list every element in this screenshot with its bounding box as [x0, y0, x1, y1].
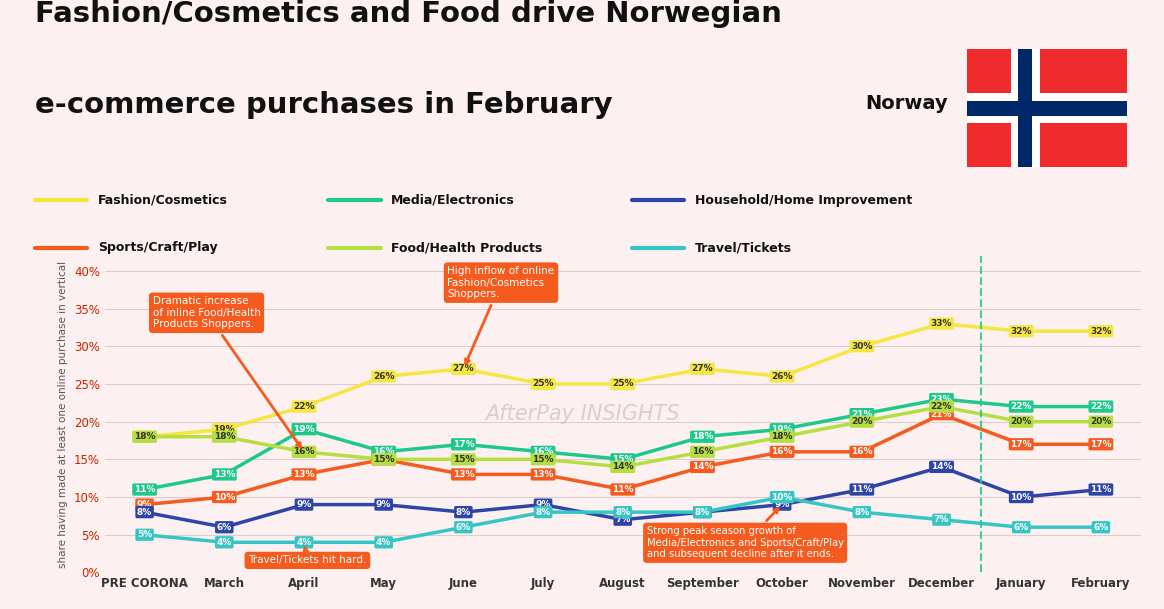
Text: 27%: 27%: [453, 364, 474, 373]
Text: 20%: 20%: [1091, 417, 1112, 426]
Bar: [966, 49, 1127, 167]
Text: 8%: 8%: [535, 508, 551, 516]
Text: 16%: 16%: [532, 448, 554, 456]
Bar: [966, 93, 1127, 123]
Text: 8%: 8%: [456, 508, 471, 516]
Text: 13%: 13%: [453, 470, 474, 479]
Text: 10%: 10%: [1010, 493, 1031, 502]
Text: 33%: 33%: [931, 319, 952, 328]
Text: 18%: 18%: [134, 432, 155, 442]
Text: 7%: 7%: [615, 515, 631, 524]
Text: 16%: 16%: [851, 448, 873, 456]
Text: 21%: 21%: [931, 410, 952, 418]
Text: e-commerce purchases in February: e-commerce purchases in February: [35, 91, 612, 119]
Text: 13%: 13%: [213, 470, 235, 479]
Text: Media/Electronics: Media/Electronics: [391, 194, 514, 206]
Text: 15%: 15%: [532, 455, 554, 464]
Text: 15%: 15%: [453, 455, 474, 464]
Text: 9%: 9%: [297, 500, 312, 509]
Text: 13%: 13%: [532, 470, 554, 479]
Text: 22%: 22%: [931, 402, 952, 411]
Text: Food/Health Products: Food/Health Products: [391, 241, 542, 254]
Text: 27%: 27%: [691, 364, 714, 373]
Text: 11%: 11%: [1091, 485, 1112, 494]
Text: 8%: 8%: [695, 508, 710, 516]
Text: AfterPay INSIGHTS: AfterPay INSIGHTS: [485, 404, 680, 424]
Text: 16%: 16%: [691, 448, 714, 456]
Text: 13%: 13%: [293, 470, 314, 479]
Text: 19%: 19%: [293, 424, 314, 434]
Y-axis label: share having made at least one online purchase in vertical: share having made at least one online pu…: [58, 261, 69, 568]
Text: 6%: 6%: [217, 523, 232, 532]
Text: 22%: 22%: [293, 402, 314, 411]
Text: 22%: 22%: [1010, 402, 1032, 411]
Text: 8%: 8%: [695, 508, 710, 516]
Text: Norway: Norway: [865, 94, 947, 113]
Text: 6%: 6%: [1014, 523, 1029, 532]
Text: 7%: 7%: [934, 515, 949, 524]
Text: 32%: 32%: [1091, 326, 1112, 336]
Text: 18%: 18%: [772, 432, 793, 442]
Text: 9%: 9%: [376, 500, 391, 509]
Bar: [966, 100, 1127, 116]
Text: 8%: 8%: [615, 508, 631, 516]
Text: 15%: 15%: [372, 455, 395, 464]
Text: 10%: 10%: [772, 493, 793, 502]
Text: 32%: 32%: [1010, 326, 1032, 336]
Text: 18%: 18%: [134, 432, 155, 442]
Text: 16%: 16%: [293, 448, 314, 456]
Text: 14%: 14%: [691, 462, 714, 471]
Text: 16%: 16%: [372, 448, 395, 456]
Text: 6%: 6%: [456, 523, 471, 532]
Text: 19%: 19%: [213, 424, 235, 434]
Text: 8%: 8%: [854, 508, 870, 516]
Text: 11%: 11%: [851, 485, 873, 494]
Text: 26%: 26%: [772, 372, 793, 381]
Text: 8%: 8%: [137, 508, 152, 516]
Text: 23%: 23%: [931, 395, 952, 404]
Text: 20%: 20%: [851, 417, 873, 426]
Text: 25%: 25%: [532, 379, 554, 389]
Text: 16%: 16%: [772, 448, 793, 456]
Text: 17%: 17%: [1010, 440, 1032, 449]
Text: 5%: 5%: [137, 530, 152, 539]
Text: 26%: 26%: [372, 372, 395, 381]
Text: 22%: 22%: [1091, 402, 1112, 411]
Text: 6%: 6%: [1093, 523, 1108, 532]
Text: Travel/Tickets hit hard.: Travel/Tickets hit hard.: [248, 547, 367, 565]
Text: 17%: 17%: [453, 440, 474, 449]
Text: 11%: 11%: [612, 485, 633, 494]
Text: Travel/Tickets: Travel/Tickets: [695, 241, 792, 254]
Text: 9%: 9%: [774, 500, 790, 509]
Text: Sports/Craft/Play: Sports/Craft/Play: [98, 241, 218, 254]
Text: 15%: 15%: [372, 455, 395, 464]
Text: Household/Home Improvement: Household/Home Improvement: [695, 194, 913, 206]
Text: Fashion/Cosmetics and Food drive Norwegian: Fashion/Cosmetics and Food drive Norwegi…: [35, 0, 782, 28]
Text: 18%: 18%: [691, 432, 714, 442]
Text: High inflow of online
Fashion/Cosmetics
Shoppers.: High inflow of online Fashion/Cosmetics …: [447, 266, 554, 364]
Text: 19%: 19%: [772, 424, 793, 434]
Text: 4%: 4%: [217, 538, 232, 547]
Bar: [1017, 49, 1032, 167]
Text: 17%: 17%: [1090, 440, 1112, 449]
Text: 14%: 14%: [931, 462, 952, 471]
Text: Dramatic increase
of inline Food/Health
Products Shoppers.: Dramatic increase of inline Food/Health …: [152, 296, 300, 447]
Text: 11%: 11%: [134, 485, 155, 494]
Text: Fashion/Cosmetics: Fashion/Cosmetics: [98, 194, 228, 206]
Text: 30%: 30%: [851, 342, 873, 351]
Bar: [1010, 49, 1039, 167]
Text: 4%: 4%: [376, 538, 391, 547]
Text: 9%: 9%: [137, 500, 152, 509]
Text: Strong peak season growth of
Media/Electronics and Sports/Craft/Play
and subsequ: Strong peak season growth of Media/Elect…: [647, 509, 844, 560]
Text: 9%: 9%: [535, 500, 551, 509]
Text: 10%: 10%: [214, 493, 235, 502]
Text: 4%: 4%: [297, 538, 312, 547]
Text: 20%: 20%: [1010, 417, 1031, 426]
Text: 15%: 15%: [612, 455, 633, 464]
Text: 14%: 14%: [612, 462, 633, 471]
Text: 25%: 25%: [612, 379, 633, 389]
Text: 21%: 21%: [851, 410, 873, 418]
Text: 18%: 18%: [213, 432, 235, 442]
